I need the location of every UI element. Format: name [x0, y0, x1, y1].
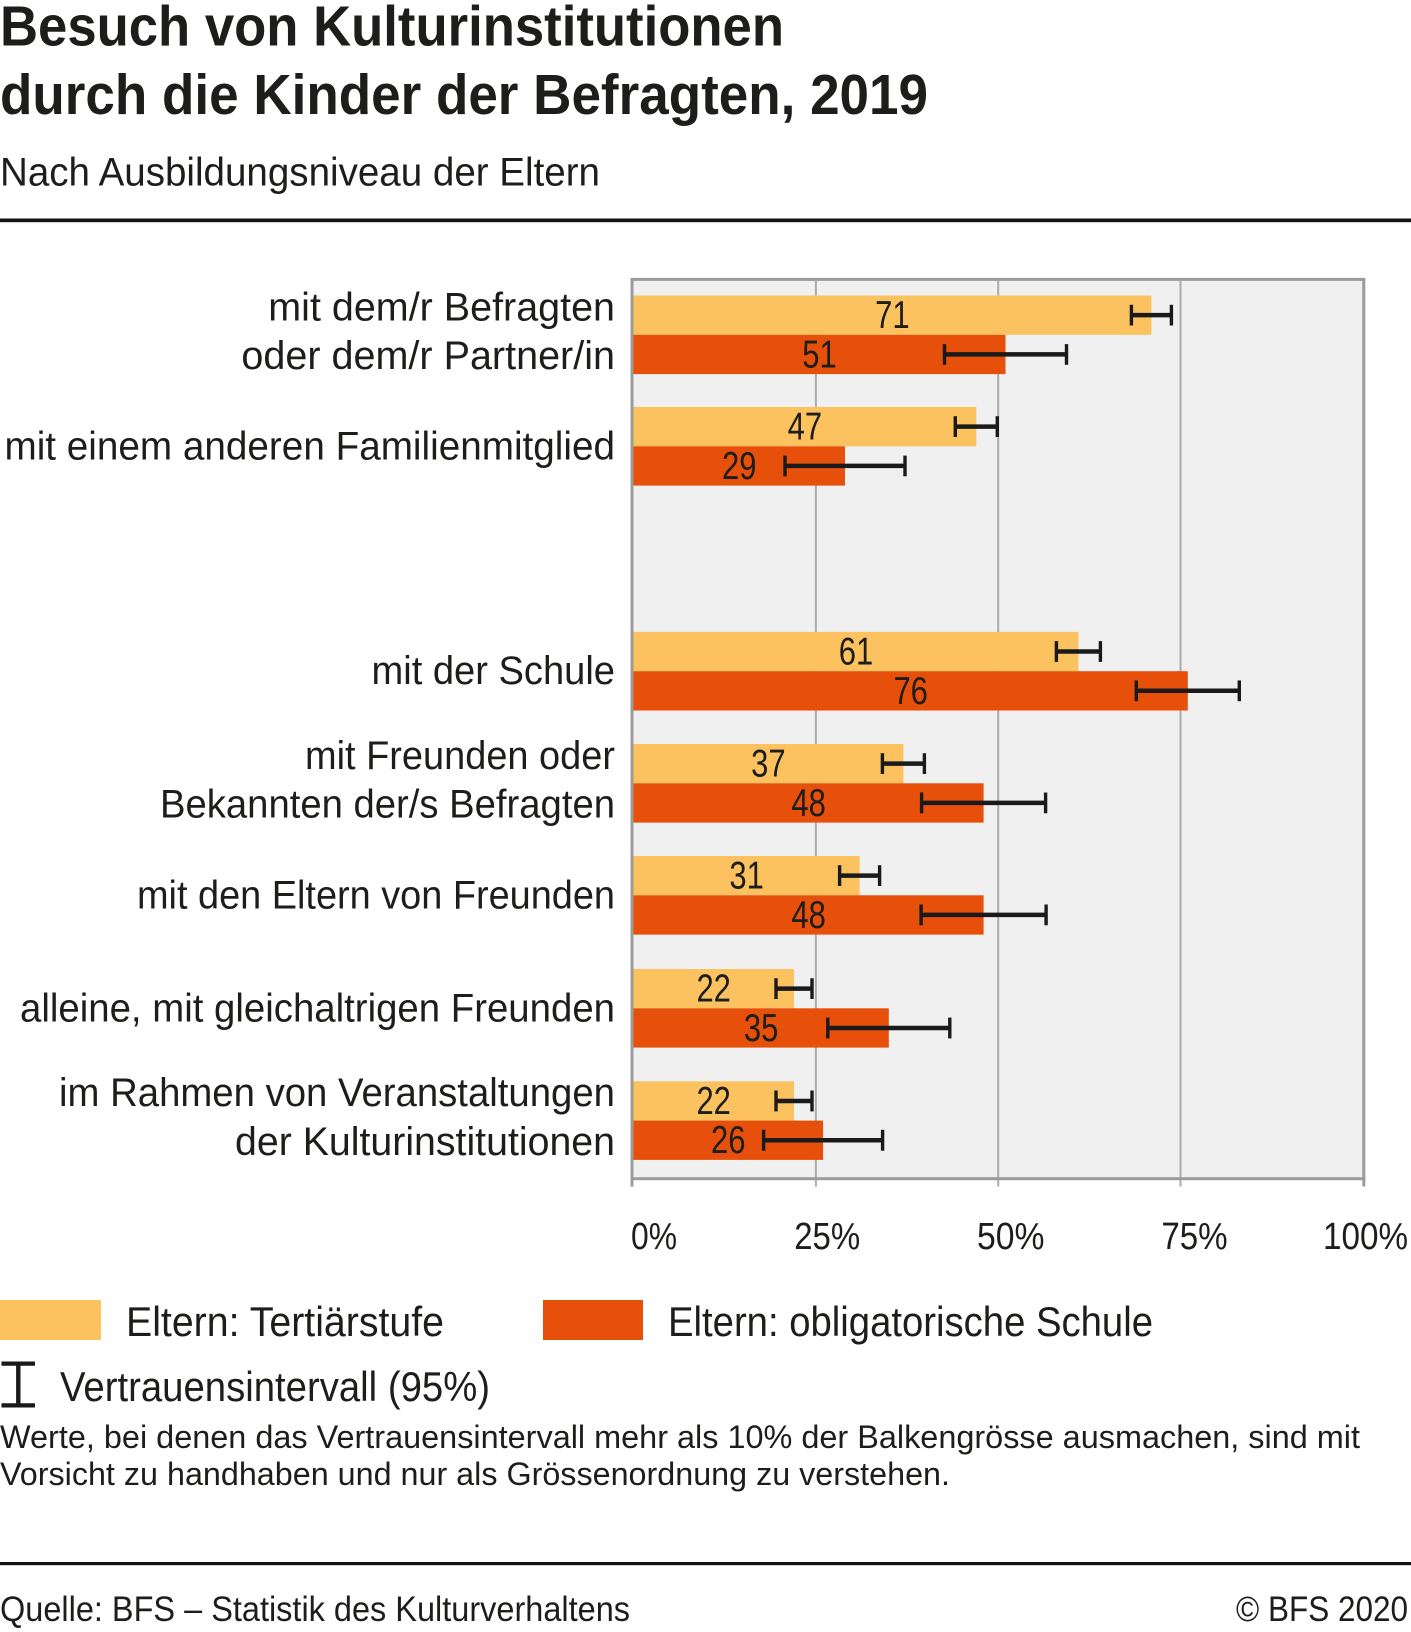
- svg-text:35: 35: [744, 1007, 779, 1050]
- svg-text:71: 71: [875, 294, 910, 337]
- svg-text:Werte, bei denen das Vertrauen: Werte, bei denen das Vertrauensintervall…: [0, 1419, 1360, 1455]
- svg-text:© BFS 2020: © BFS 2020: [1236, 1590, 1408, 1629]
- svg-text:mit den Eltern von Freunden: mit den Eltern von Freunden: [137, 873, 615, 917]
- svg-text:50%: 50%: [977, 1216, 1045, 1258]
- svg-text:47: 47: [788, 406, 823, 449]
- svg-text:61: 61: [839, 631, 874, 674]
- svg-text:29: 29: [722, 445, 757, 488]
- svg-text:Eltern: Tertiärstufe: Eltern: Tertiärstufe: [126, 1298, 444, 1345]
- svg-text:Quelle: BFS – Statistik des Ku: Quelle: BFS – Statistik des Kulturverhal…: [0, 1590, 630, 1629]
- svg-text:26: 26: [711, 1119, 746, 1162]
- svg-text:0%: 0%: [631, 1216, 677, 1258]
- svg-text:22: 22: [696, 1080, 731, 1123]
- svg-text:Eltern: obligatorische Schule: Eltern: obligatorische Schule: [668, 1298, 1153, 1345]
- svg-text:alleine, mit gleichaltrigen Fr: alleine, mit gleichaltrigen Freunden: [20, 986, 615, 1030]
- svg-text:31: 31: [729, 855, 764, 898]
- svg-text:37: 37: [751, 743, 786, 786]
- svg-text:48: 48: [791, 782, 826, 825]
- svg-text:75%: 75%: [1161, 1216, 1227, 1258]
- svg-text:Nach Ausbildungsniveau der Elt: Nach Ausbildungsniveau der Eltern: [0, 151, 600, 195]
- svg-text:48: 48: [791, 894, 826, 937]
- svg-text:oder dem/r Partner/in: oder dem/r Partner/in: [241, 334, 615, 378]
- svg-text:mit Freunden oder: mit Freunden oder: [305, 734, 615, 778]
- svg-text:mit der Schule: mit der Schule: [372, 649, 616, 693]
- svg-text:25%: 25%: [794, 1216, 860, 1258]
- svg-text:mit dem/r Befragten: mit dem/r Befragten: [268, 285, 615, 329]
- svg-text:100%: 100%: [1323, 1216, 1408, 1258]
- svg-text:22: 22: [696, 968, 731, 1011]
- svg-text:mit einem anderen Familienmitg: mit einem anderen Familienmitglied: [5, 424, 616, 468]
- svg-text:Besuch von Kulturinstitutionen: Besuch von Kulturinstitutionen: [0, 0, 784, 59]
- svg-text:Vorsicht zu handhaben und nur: Vorsicht zu handhaben und nur als Grösse…: [0, 1456, 950, 1492]
- svg-text:Bekannten der/s Befragten: Bekannten der/s Befragten: [160, 783, 615, 827]
- svg-text:76: 76: [893, 670, 928, 713]
- svg-text:51: 51: [802, 333, 837, 376]
- svg-text:im Rahmen von Veranstaltungen: im Rahmen von Veranstaltungen: [59, 1071, 615, 1115]
- svg-text:durch die Kinder der Befragten: durch die Kinder der Befragten, 2019: [0, 63, 928, 127]
- svg-text:Vertrauensintervall (95%): Vertrauensintervall (95%): [60, 1363, 490, 1410]
- svg-text:der Kulturinstitutionen: der Kulturinstitutionen: [235, 1120, 615, 1164]
